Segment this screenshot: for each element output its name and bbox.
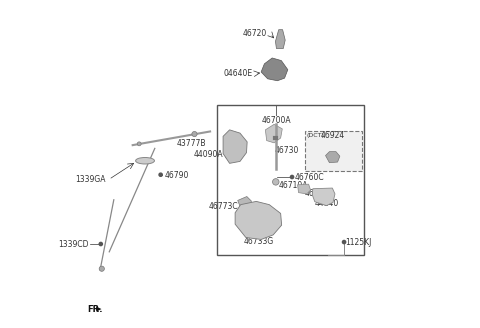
Text: 46770E: 46770E xyxy=(304,189,334,198)
Circle shape xyxy=(342,240,346,244)
Text: 46720: 46720 xyxy=(243,30,267,38)
Polygon shape xyxy=(298,184,311,194)
Circle shape xyxy=(99,242,102,246)
Text: 1339GA: 1339GA xyxy=(75,175,106,184)
Text: 46733G: 46733G xyxy=(244,237,274,246)
Text: 46790: 46790 xyxy=(164,171,189,180)
Ellipse shape xyxy=(136,157,155,164)
Text: 46760C: 46760C xyxy=(295,173,324,182)
Polygon shape xyxy=(238,196,252,209)
Text: 46710A: 46710A xyxy=(278,181,308,190)
Text: 1125KJ: 1125KJ xyxy=(346,238,372,247)
Text: 43777B: 43777B xyxy=(177,139,206,148)
Text: (DCT): (DCT) xyxy=(307,133,325,138)
Circle shape xyxy=(99,266,104,271)
Text: 46773C: 46773C xyxy=(208,202,238,212)
Text: 1339CD: 1339CD xyxy=(58,240,89,249)
Text: 46730: 46730 xyxy=(275,146,300,155)
Polygon shape xyxy=(325,152,340,163)
Polygon shape xyxy=(261,58,288,81)
Circle shape xyxy=(273,179,279,185)
Text: 04640E: 04640E xyxy=(223,69,252,78)
Polygon shape xyxy=(312,188,335,206)
Bar xyxy=(217,106,363,255)
Circle shape xyxy=(290,175,294,179)
Text: 44140: 44140 xyxy=(315,198,339,208)
Polygon shape xyxy=(265,124,282,143)
Circle shape xyxy=(137,142,141,146)
Bar xyxy=(305,132,362,171)
Circle shape xyxy=(159,173,162,176)
Polygon shape xyxy=(235,201,282,239)
Text: 46924: 46924 xyxy=(321,131,345,140)
Circle shape xyxy=(192,132,197,137)
Polygon shape xyxy=(276,30,285,49)
Text: FR.: FR. xyxy=(87,305,103,314)
Text: 46700A: 46700A xyxy=(262,116,291,125)
Text: 44090A: 44090A xyxy=(194,150,224,159)
Polygon shape xyxy=(223,130,247,163)
Polygon shape xyxy=(96,306,101,312)
